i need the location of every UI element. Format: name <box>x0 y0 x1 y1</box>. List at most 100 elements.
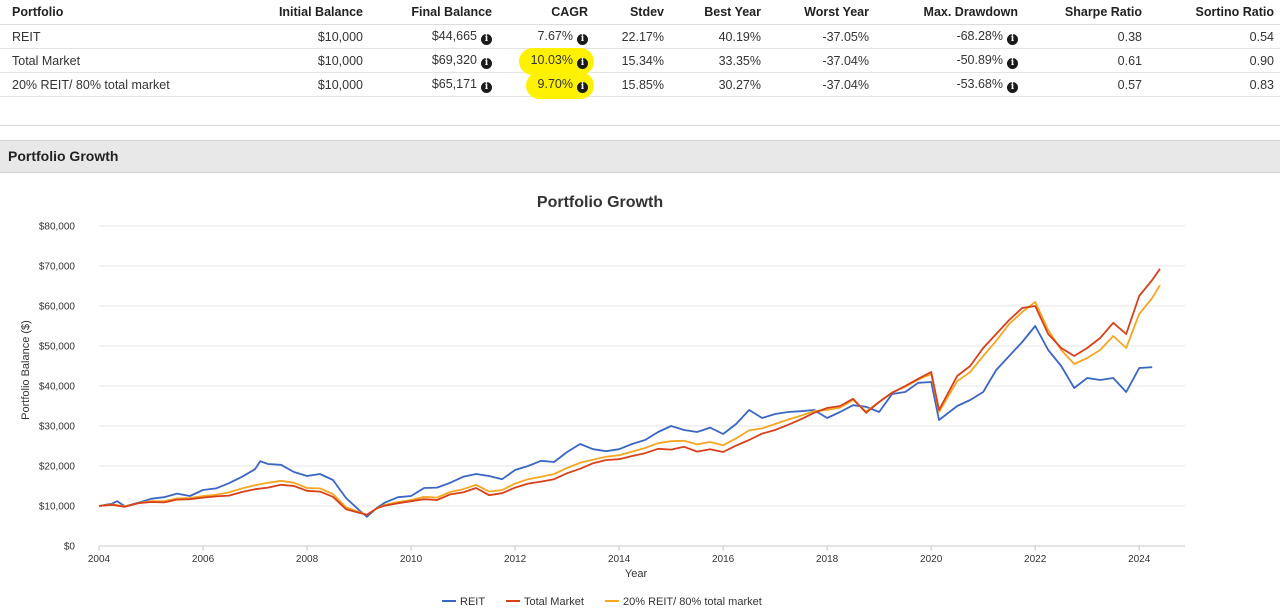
y-axis: $0 $10,000 $20,000 $30,000 $40,000 $50,000 $60… <box>39 222 76 553</box>
cell-sortino-ratio: 0.54 <box>1148 24 1280 49</box>
y-tick-label: $50,000 <box>39 342 76 353</box>
legend-item[interactable]: REIT <box>442 596 485 608</box>
cell-portfolio-name: 20% REIT/ 80% total market <box>0 72 230 97</box>
portfolio-stats-table: Portfolio Initial Balance Final Balance … <box>0 0 1280 99</box>
sortino-ratio-value: 0.90 <box>1249 53 1274 68</box>
section-title: Portfolio Growth <box>8 148 119 164</box>
y-tick-label: $0 <box>64 542 76 553</box>
chart-legend[interactable]: REIT Total Market 20% REIT/ 80% total mark… <box>442 596 762 608</box>
x-tick-label: 2014 <box>608 554 631 565</box>
best-year-value: 30.27% <box>718 77 761 92</box>
cell-best-year: 33.35% <box>670 48 767 73</box>
info-icon[interactable]: i <box>1007 57 1018 69</box>
max-drawdown-value: -68.28% <box>956 28 1003 43</box>
x-tick-label: 2010 <box>400 554 423 565</box>
cagr-value: 7.67% <box>537 28 573 43</box>
sharpe-ratio-value: 0.61 <box>1117 53 1142 68</box>
section-divider <box>0 125 1280 126</box>
cell-max-drawdown: -53.68% i <box>875 72 1024 97</box>
y-axis-title: Portfolio Balance ($) <box>20 320 32 420</box>
max-drawdown-value: -50.89% <box>956 52 1003 67</box>
cell-sharpe-ratio: 0.61 <box>1024 48 1148 73</box>
cell-final-balance: $69,320 i <box>369 48 498 73</box>
best-year-value: 33.35% <box>718 53 761 68</box>
cell-worst-year: -37.05% <box>767 24 875 49</box>
table-row: 20% REIT/ 80% total market $10,000 $65,171… <box>0 71 1280 99</box>
max-drawdown-value: -53.68% <box>956 76 1003 91</box>
stdev-value: 15.34% <box>621 53 664 68</box>
y-tick-label: $30,000 <box>39 422 76 433</box>
info-icon[interactable]: i <box>577 33 588 45</box>
info-icon[interactable]: i <box>481 81 492 93</box>
cell-worst-year: -37.04% <box>767 48 875 73</box>
x-tick-label: 2004 <box>88 554 111 565</box>
cell-stdev: 15.34% <box>594 48 670 73</box>
stdev-value: 22.17% <box>621 29 664 44</box>
x-tick-label: 2024 <box>1128 554 1151 565</box>
legend-item[interactable]: 20% REIT/ 80% total market <box>605 596 762 608</box>
col-header-best-year: Best Year <box>670 0 767 25</box>
y-tick-label: $60,000 <box>39 302 76 313</box>
series-line-2 <box>98 284 1161 516</box>
x-tick-label: 2008 <box>296 554 319 565</box>
cell-cagr: 10.03% i <box>498 47 594 75</box>
cagr-value: 9.70% <box>537 76 573 91</box>
table-body: REIT $10,000 $44,665 i 7.67% i 22.17% 40.19% -37… <box>0 24 1280 99</box>
cell-sharpe-ratio: 0.38 <box>1024 24 1148 49</box>
col-header-cagr: CAGR <box>498 0 594 25</box>
final-balance-value: $69,320 <box>431 52 477 67</box>
cell-max-drawdown: -68.28% i <box>875 24 1024 49</box>
cell-sharpe-ratio: 0.57 <box>1024 72 1148 97</box>
legend-item[interactable]: Total Market <box>506 596 584 608</box>
info-icon[interactable]: i <box>577 81 588 93</box>
cell-worst-year: -37.04% <box>767 72 875 97</box>
y-tick-label: $20,000 <box>39 462 76 473</box>
portfolio-name-value: REIT <box>12 29 41 44</box>
worst-year-value: -37.04% <box>822 77 869 92</box>
cell-sortino-ratio: 0.90 <box>1148 48 1280 73</box>
col-header-portfolio: Portfolio <box>0 0 230 25</box>
info-icon[interactable]: i <box>1007 33 1018 45</box>
cell-initial-balance: $10,000 <box>230 48 369 73</box>
table-row: REIT $10,000 $44,665 i 7.67% i 22.17% 40.19% -37… <box>0 24 1280 49</box>
worst-year-value: -37.04% <box>822 53 869 68</box>
cell-portfolio-name: Total Market <box>0 48 230 73</box>
cell-sortino-ratio: 0.83 <box>1148 72 1280 97</box>
cell-best-year: 30.27% <box>670 72 767 97</box>
worst-year-value: -37.05% <box>822 29 869 44</box>
x-tick-label: 2006 <box>192 554 215 565</box>
cell-final-balance: $65,171 i <box>369 72 498 97</box>
portfolio-growth-section-header: Portfolio Growth <box>0 140 1280 173</box>
series-line-1 <box>98 268 1161 516</box>
col-header-sharpe-ratio: Sharpe Ratio <box>1024 0 1148 25</box>
portfolio-growth-chart: Portfolio Growth $0 $10,000 $20,000 $30,000… <box>20 194 1185 608</box>
stdev-value: 15.85% <box>621 77 664 92</box>
info-icon[interactable]: i <box>1007 81 1018 93</box>
info-icon[interactable]: i <box>577 57 588 69</box>
sortino-ratio-value: 0.54 <box>1249 29 1274 44</box>
cell-best-year: 40.19% <box>670 24 767 49</box>
final-balance-value: $44,665 <box>431 28 477 43</box>
cell-max-drawdown: -50.89% i <box>875 48 1024 73</box>
series-lines <box>98 268 1161 518</box>
x-tick-label: 2018 <box>816 554 839 565</box>
cell-initial-balance: $10,000 <box>230 24 369 49</box>
info-icon[interactable]: i <box>481 33 492 45</box>
cell-cagr: 7.67% i <box>498 24 594 49</box>
x-tick-label: 2020 <box>920 554 943 565</box>
col-header-max-drawdown: Max. Drawdown <box>875 0 1024 25</box>
col-header-stdev: Stdev <box>594 0 670 25</box>
cell-stdev: 15.85% <box>594 72 670 97</box>
final-balance-value: $65,171 <box>431 76 477 91</box>
table-header-row: Portfolio Initial Balance Final Balance … <box>0 0 1280 25</box>
info-icon[interactable]: i <box>481 57 492 69</box>
sharpe-ratio-value: 0.38 <box>1117 29 1142 44</box>
y-tick-label: $40,000 <box>39 382 76 393</box>
col-header-initial-balance: Initial Balance <box>230 0 369 25</box>
initial-balance-value: $10,000 <box>317 77 363 92</box>
col-header-worst-year: Worst Year <box>767 0 875 25</box>
table-row: Total Market $10,000 $69,320 i 10.03% i 15.34%… <box>0 47 1280 75</box>
portfolio-name-value: Total Market <box>12 53 81 68</box>
y-tick-label: $70,000 <box>39 262 76 273</box>
cell-cagr: 9.70% i <box>498 71 594 99</box>
